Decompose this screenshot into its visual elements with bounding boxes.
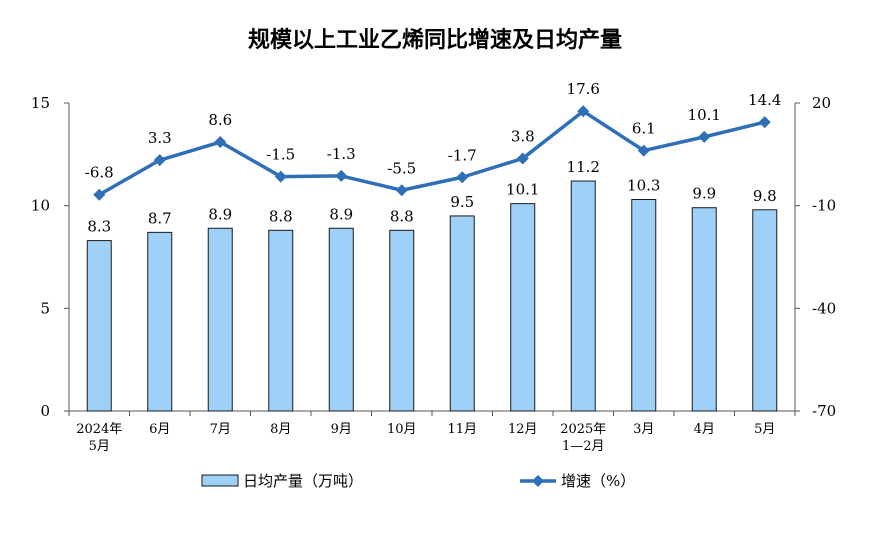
growth-marker: [214, 136, 227, 149]
legend-bar-swatch: [201, 474, 239, 487]
legend-bar-label: 日均产量（万吨）: [243, 472, 363, 490]
bar-value-label: 8.8: [390, 207, 414, 225]
legend-line-label: 增速（%）: [561, 472, 635, 490]
x-category-label: 11月: [447, 422, 477, 437]
x-category-label: 10月: [387, 422, 417, 437]
bar-value-label: 9.9: [692, 185, 716, 203]
growth-value-label: 10.1: [688, 106, 721, 124]
bar-value-label: 9.8: [753, 187, 777, 205]
growth-marker: [577, 105, 590, 118]
bar: [510, 203, 536, 412]
growth-value-label: -1.3: [327, 145, 356, 163]
growth-marker: [395, 184, 408, 197]
growth-marker: [516, 152, 529, 165]
bar-value-label: 8.8: [269, 207, 293, 225]
bar-value-label: 9.5: [450, 193, 474, 211]
chart-title: 规模以上工业乙烯同比增速及日均产量: [247, 28, 622, 53]
right-tick-label: -10: [812, 197, 836, 215]
growth-value-label: -1.5: [266, 146, 295, 164]
x-category-label: 5月: [754, 422, 775, 437]
x-category-label: 4月: [694, 422, 715, 437]
x-category-label: 12月: [508, 422, 538, 437]
bar: [207, 227, 233, 412]
growth-value-label: 14.4: [748, 91, 781, 109]
legend-line-marker: [532, 475, 544, 487]
bar: [268, 229, 294, 412]
growth-value-label: 8.6: [208, 111, 232, 129]
growth-value-label: 6.1: [632, 120, 656, 138]
bar: [631, 199, 657, 412]
growth-marker: [274, 170, 287, 183]
left-tick-label: 5: [40, 299, 50, 317]
bar: [449, 215, 475, 412]
bar: [570, 180, 596, 412]
x-category-label: 6月: [149, 422, 170, 437]
bar-value-label: 10.3: [627, 177, 660, 195]
growth-value-label: 3.3: [148, 129, 172, 147]
bar: [691, 207, 717, 412]
right-tick-label: -40: [812, 299, 836, 317]
x-category-label: 2025年: [560, 422, 606, 437]
x-category-label: 1—2月: [562, 439, 605, 454]
growth-marker: [93, 188, 106, 201]
x-category-label: 9月: [331, 422, 352, 437]
bar: [389, 229, 415, 412]
growth-value-label: 3.8: [511, 127, 535, 145]
growth-marker: [637, 144, 650, 157]
growth-value-label: -1.7: [448, 146, 477, 164]
growth-line: [98, 109, 766, 197]
growth-marker: [335, 169, 348, 182]
growth-value-label: -6.8: [85, 164, 114, 182]
bar: [147, 231, 173, 412]
left-tick-label: 0: [40, 402, 50, 420]
growth-marker: [758, 116, 771, 129]
bar: [328, 227, 354, 412]
growth-marker: [153, 154, 166, 167]
left-tick-label: 15: [31, 94, 50, 112]
growth-value-label: 17.6: [567, 80, 600, 98]
x-category-label: 3月: [633, 422, 654, 437]
growth-marker: [456, 171, 469, 184]
bar-value-label: 8.3: [87, 218, 111, 236]
bar-value-label: 8.9: [208, 205, 232, 223]
x-category-label: 5月: [89, 439, 110, 454]
right-tick-label: 20: [812, 94, 831, 112]
bar-value-label: 10.1: [506, 181, 539, 199]
bar: [86, 240, 112, 412]
growth-marker: [698, 130, 711, 143]
x-category-label: 8月: [270, 422, 291, 437]
x-category-label: 7月: [210, 422, 231, 437]
right-tick-label: -70: [812, 402, 836, 420]
bar-value-label: 8.9: [329, 205, 353, 223]
left-tick-label: 10: [31, 197, 50, 215]
x-category-label: 2024年: [76, 422, 122, 437]
bar-value-label: 11.2: [567, 158, 600, 176]
bar-value-label: 8.7: [148, 209, 172, 227]
growth-value-label: -5.5: [387, 159, 416, 177]
bar: [752, 209, 778, 412]
